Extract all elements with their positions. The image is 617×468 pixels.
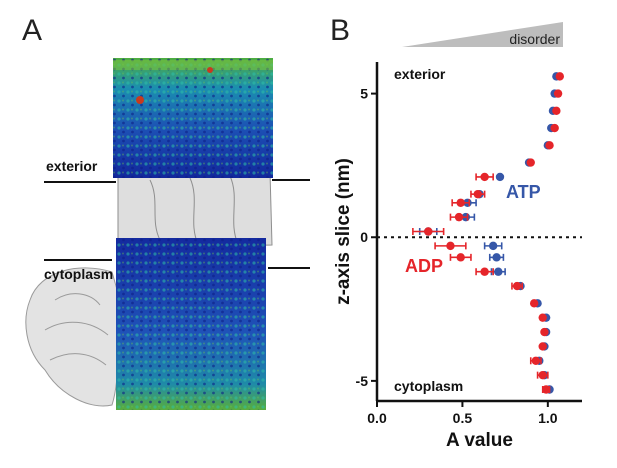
exterior-label-b: exterior <box>394 66 446 82</box>
adp-point <box>454 212 464 222</box>
cytoplasm-label-b: cytoplasm <box>394 378 463 394</box>
adp-point <box>480 172 489 182</box>
protein-helices <box>117 171 273 249</box>
protein-ribbon-left <box>25 267 121 407</box>
atp-point <box>494 267 503 276</box>
adp-point <box>424 227 433 236</box>
y-tick-label: -5 <box>356 373 369 389</box>
panel-a-letter: A <box>22 14 43 47</box>
adp-point <box>456 253 465 262</box>
adp-point <box>473 189 482 199</box>
y-tick-label: 0 <box>360 229 368 245</box>
adp-point <box>553 89 563 98</box>
adp-point <box>545 141 554 150</box>
adp-point <box>541 385 551 394</box>
adp-point <box>538 370 547 380</box>
adp-point <box>480 267 489 276</box>
x-tick-label: 0.0 <box>367 410 387 426</box>
disorder-label: disorder <box>509 31 560 47</box>
adp-point <box>538 342 547 351</box>
x-axis-label: A value <box>446 430 513 451</box>
x-tick-label: 1.0 <box>538 410 558 426</box>
adp-point <box>540 327 549 337</box>
atp-point <box>488 241 498 251</box>
adp-point <box>555 72 564 81</box>
adp-point <box>526 158 535 167</box>
adp-series-label: ADP <box>405 256 443 276</box>
x-tick-label: 0.5 <box>453 410 473 426</box>
atp-point <box>492 253 501 262</box>
adp-point <box>529 299 539 308</box>
y-axis-label: z-axis slice (nm) <box>333 158 354 305</box>
adp-point <box>531 356 541 365</box>
atp-series-label: ATP <box>506 182 541 202</box>
adp-point <box>456 198 465 207</box>
y-tick-label: 5 <box>360 86 368 102</box>
adp-point <box>552 106 561 116</box>
chart-marks: ATP ADP <box>405 72 564 394</box>
atp-point <box>495 172 505 182</box>
adp-point <box>550 123 559 133</box>
adp-point <box>538 313 547 322</box>
chart-axes: 0.0 0.5 1.0 -5 0 5 A value z-axis slice (nm) <box>333 62 582 451</box>
adp-point <box>512 281 522 291</box>
exterior-label-a: exterior <box>46 158 98 174</box>
cytoplasm-label-a: cytoplasm <box>44 266 114 282</box>
panel-b-letter: B <box>330 14 351 47</box>
adp-point <box>446 241 455 251</box>
disorder-wedge <box>402 22 563 47</box>
